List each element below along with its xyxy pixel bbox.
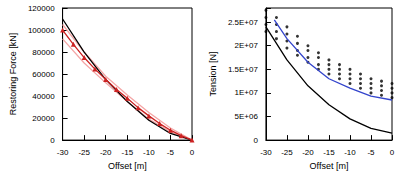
svg-text:120000: 120000 <box>28 4 55 13</box>
svg-text:1E+07: 1E+07 <box>235 88 259 97</box>
svg-text:-20: -20 <box>302 148 314 157</box>
svg-text:Offset [m]: Offset [m] <box>108 161 147 171</box>
svg-text:60000: 60000 <box>32 70 55 79</box>
svg-text:-30: -30 <box>57 148 69 157</box>
svg-text:-25: -25 <box>78 148 90 157</box>
svg-text:-20: -20 <box>100 148 112 157</box>
svg-text:20000: 20000 <box>32 114 55 123</box>
svg-text:-10: -10 <box>143 148 155 157</box>
svg-text:1.5E+07: 1.5E+07 <box>228 65 259 74</box>
svg-text:-30: -30 <box>260 148 272 157</box>
svg-text:Restoring Force [kN]: Restoring Force [kN] <box>8 33 18 116</box>
svg-text:-5: -5 <box>167 148 175 157</box>
svg-text:40000: 40000 <box>32 92 55 101</box>
svg-text:0: 0 <box>50 136 55 145</box>
svg-text:-25: -25 <box>281 148 293 157</box>
svg-text:-10: -10 <box>344 148 356 157</box>
svg-text:2.5E+07: 2.5E+07 <box>228 18 259 27</box>
svg-text:2E+07: 2E+07 <box>235 41 259 50</box>
svg-text:0: 0 <box>253 136 258 145</box>
svg-text:Tension [N]: Tension [N] <box>208 52 218 97</box>
svg-text:5E+06: 5E+06 <box>235 112 259 121</box>
svg-text:-5: -5 <box>367 148 375 157</box>
svg-text:0: 0 <box>190 148 195 157</box>
svg-text:-15: -15 <box>323 148 335 157</box>
svg-text:80000: 80000 <box>32 48 55 57</box>
svg-text:-15: -15 <box>122 148 134 157</box>
svg-text:Offset [m]: Offset [m] <box>310 161 349 171</box>
svg-text:100000: 100000 <box>28 26 55 35</box>
svg-text:0: 0 <box>390 148 395 157</box>
